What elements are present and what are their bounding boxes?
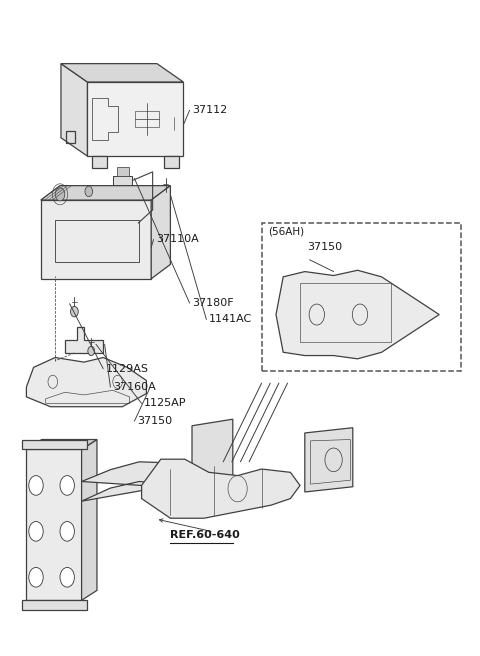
Polygon shape [26, 358, 146, 407]
Polygon shape [41, 186, 170, 200]
Polygon shape [151, 186, 170, 279]
Polygon shape [26, 449, 82, 600]
Text: 1141AC: 1141AC [209, 314, 252, 325]
Polygon shape [87, 82, 183, 156]
Polygon shape [192, 419, 233, 485]
Circle shape [29, 522, 43, 541]
Text: 37150: 37150 [137, 416, 172, 426]
Polygon shape [276, 270, 439, 359]
Polygon shape [22, 600, 87, 610]
Text: (56AH): (56AH) [268, 226, 304, 237]
Polygon shape [82, 440, 97, 600]
Circle shape [71, 306, 78, 317]
Polygon shape [142, 459, 300, 518]
Polygon shape [164, 156, 179, 168]
Polygon shape [22, 440, 87, 449]
Circle shape [55, 188, 65, 201]
Circle shape [85, 186, 93, 197]
Circle shape [88, 346, 95, 356]
Text: 37160A: 37160A [113, 382, 156, 392]
Polygon shape [61, 64, 87, 156]
Circle shape [29, 567, 43, 587]
Text: 37110A: 37110A [156, 234, 199, 245]
Text: 37150: 37150 [307, 241, 342, 252]
Circle shape [60, 522, 74, 541]
Text: 37112: 37112 [192, 105, 227, 115]
Circle shape [60, 476, 74, 495]
Text: REF.60-640: REF.60-640 [170, 529, 240, 540]
Polygon shape [41, 200, 151, 279]
Text: 37180F: 37180F [192, 298, 234, 308]
Polygon shape [65, 327, 103, 353]
Polygon shape [305, 428, 353, 492]
Polygon shape [61, 64, 183, 82]
Circle shape [29, 476, 43, 495]
Polygon shape [92, 156, 107, 168]
Polygon shape [82, 462, 230, 501]
Polygon shape [113, 176, 132, 192]
Circle shape [60, 567, 74, 587]
Text: 1125AP: 1125AP [144, 398, 187, 409]
Polygon shape [26, 440, 97, 449]
Text: 1129AS: 1129AS [106, 363, 149, 374]
Circle shape [161, 192, 170, 204]
Polygon shape [117, 167, 129, 176]
